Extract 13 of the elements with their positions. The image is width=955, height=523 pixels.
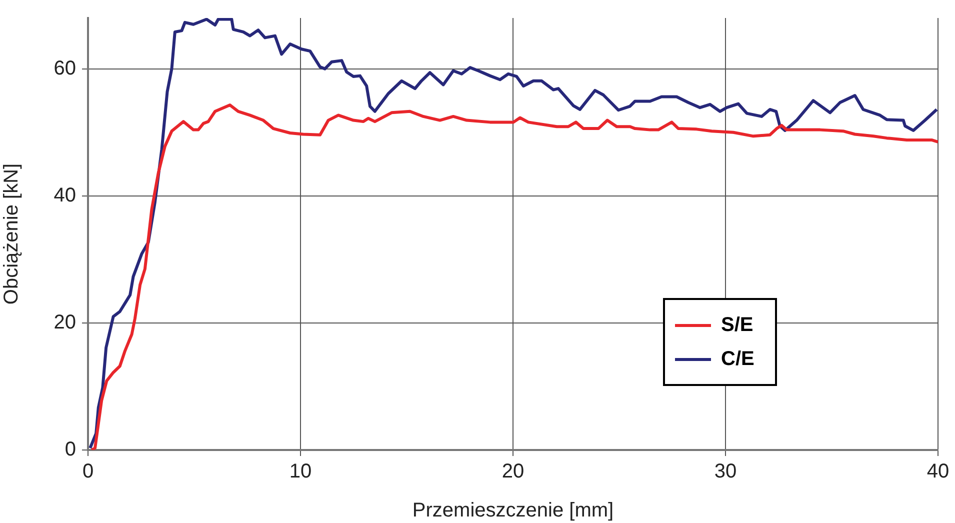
x-tick-label: 0 <box>82 460 94 483</box>
x-tick-label: 40 <box>926 460 950 483</box>
y-tick-label: 0 <box>64 438 76 461</box>
y-axis-title: Obciążenie [kN] <box>0 163 23 305</box>
legend-label: S/E <box>721 314 754 336</box>
x-tick-label: 20 <box>502 460 524 483</box>
x-tick-label: 30 <box>714 460 737 483</box>
y-tick-label: 60 <box>54 57 76 80</box>
x-axis-title: Przemieszczenie [mm] <box>412 500 614 522</box>
x-tick-label: 10 <box>289 460 312 483</box>
legend-label: C/E <box>721 348 754 370</box>
y-tick-label: 40 <box>54 184 76 206</box>
y-tick-label: 20 <box>54 311 76 334</box>
